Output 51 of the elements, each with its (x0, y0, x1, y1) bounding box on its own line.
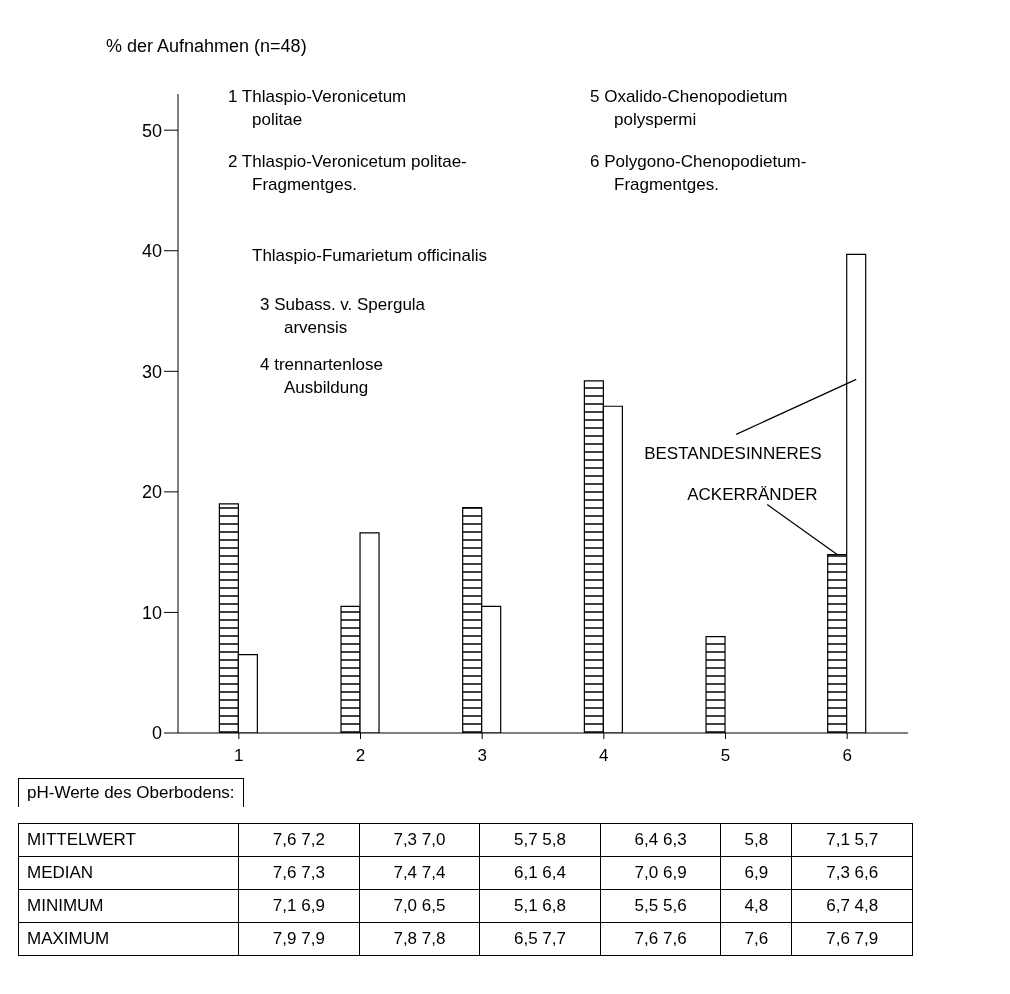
text: 6,1 6,4 (479, 856, 601, 890)
text: 6,9 (720, 856, 792, 890)
text: 7,0 6,5 (359, 889, 480, 923)
text: 7,6 7,3 (238, 856, 360, 890)
annotation: 2 Thlaspio-Veronicetum politae-Fragmentges. (228, 151, 468, 196)
text: ACKERRÄNDER (687, 484, 818, 504)
text: 7,3 6,6 (791, 856, 913, 890)
text: 7,8 7,8 (359, 922, 480, 956)
text: 5,5 5,6 (600, 889, 721, 923)
text: MEDIAN (18, 856, 239, 890)
text: 7,1 5,7 (791, 823, 913, 857)
annotation: Thlaspio-Fumarietum officinalis (252, 245, 488, 267)
annotation: 5 Oxalido-Chenopodietum polyspermi (590, 86, 789, 131)
text: 7,6 7,9 (791, 922, 913, 956)
y-tick-label: 10 (141, 602, 162, 623)
annotation: 3 Subass. v. Spergula arvensis (260, 294, 427, 339)
x-tick-label: 2 (355, 746, 366, 766)
y-tick-label: 20 (141, 482, 162, 503)
x-tick-label: 6 (842, 746, 852, 766)
text: 6,5 7,7 (479, 922, 601, 956)
text: pH-Werte des Oberbodens: (18, 778, 244, 807)
annotation: 1 Thlaspio-Veronicetum politae (228, 86, 408, 131)
annotation: 4 trennartenlose Ausbildung (260, 354, 384, 399)
text: 5,8 (720, 823, 792, 857)
text: 7,6 7,2 (238, 823, 360, 857)
x-tick-label: 4 (599, 746, 609, 766)
text: 7,6 7,6 (600, 922, 721, 956)
text: MITTELWERT (18, 823, 239, 857)
text: MINIMUM (18, 889, 239, 923)
text: 7,1 6,9 (238, 889, 360, 923)
y-tick-label: 50 (141, 120, 162, 141)
text: 6,7 4,8 (791, 889, 913, 923)
text: 7,9 7,9 (238, 922, 360, 956)
series-label: BESTANDESINNERES (644, 444, 822, 464)
x-tick-label: 5 (720, 746, 731, 766)
y-tick-label: 0 (151, 723, 162, 744)
y-axis-title: % der Aufnahmen (n=48) (106, 36, 307, 57)
y-tick-label: 40 (141, 241, 162, 262)
annotation: 6 Polygono-Chenopodietum-Fragmentges. (590, 151, 808, 196)
text: 7,4 7,4 (359, 856, 480, 890)
text: 5,1 6,8 (479, 889, 601, 923)
text: 7,0 6,9 (600, 856, 721, 890)
text: 4,8 (720, 889, 792, 923)
x-tick-label: 1 (234, 746, 244, 766)
y-tick-label: 30 (141, 361, 162, 382)
x-tick-label: 3 (477, 746, 487, 766)
text: MAXIMUM (18, 922, 239, 956)
text: 6,4 6,3 (600, 823, 721, 857)
text: 7,6 (720, 922, 792, 956)
text: 7,3 7,0 (359, 823, 480, 857)
text: 5,7 5,8 (479, 823, 601, 857)
